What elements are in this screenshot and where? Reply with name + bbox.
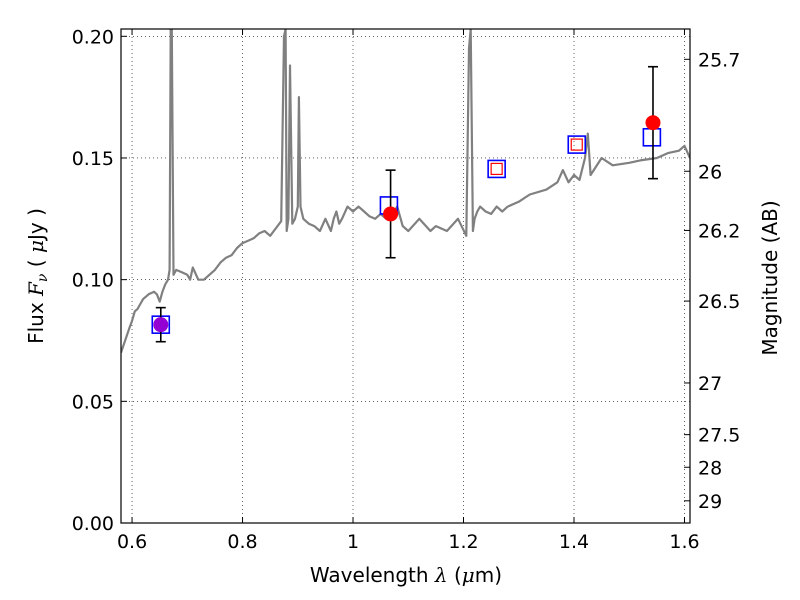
data-point bbox=[383, 206, 399, 222]
spectrum-line bbox=[121, 29, 690, 354]
model-square-blue bbox=[567, 135, 587, 154]
x-tick-label: 0.8 bbox=[227, 531, 257, 553]
y2-tick-label: 25.7 bbox=[698, 49, 740, 71]
x-tick-label: 1 bbox=[347, 531, 359, 553]
data-point bbox=[645, 115, 661, 131]
model-square-blue bbox=[487, 159, 506, 179]
model-square-blue bbox=[642, 127, 662, 147]
series-layer bbox=[121, 29, 690, 354]
model-square-red bbox=[490, 162, 503, 176]
y2-tick-label: 26 bbox=[698, 161, 722, 183]
y-tick-label: 0.20 bbox=[72, 26, 114, 48]
y2-tick-label: 27 bbox=[698, 373, 722, 395]
ticks-layer: 0.6 0.8 1 1.2 1.4 1.6 0.00 0.05 0.10 0.15 0.20 25.7… bbox=[72, 26, 741, 553]
y-tick-label: 0.05 bbox=[72, 391, 114, 413]
grid-layer bbox=[121, 29, 690, 523]
data-point bbox=[153, 317, 169, 333]
y2-tick-label: 26.5 bbox=[698, 291, 740, 313]
y-tick-label: 0.15 bbox=[72, 148, 114, 170]
x-tick-label: 0.6 bbox=[117, 531, 147, 553]
x-tick-label: 1.4 bbox=[559, 531, 589, 553]
y2-axis-title: Magnitude (AB) bbox=[758, 200, 782, 355]
y-axis-title: Flux Fν ( μJy ) bbox=[24, 208, 51, 344]
plot-frame bbox=[120, 28, 691, 524]
x-tick-label: 1.2 bbox=[448, 531, 478, 553]
y-tick-label: 0.00 bbox=[72, 513, 114, 535]
y2-tick-label: 28 bbox=[698, 457, 722, 479]
y-tick-label: 0.10 bbox=[72, 270, 114, 292]
y2-tick-label: 27.5 bbox=[698, 425, 740, 447]
y2-tick-label: 29 bbox=[698, 491, 722, 513]
x-tick-label: 1.6 bbox=[669, 531, 699, 553]
x-axis-title: Wavelength λ (μm) bbox=[310, 563, 502, 587]
y2-tick-label: 26.2 bbox=[698, 220, 740, 242]
model-square-red bbox=[570, 138, 583, 151]
